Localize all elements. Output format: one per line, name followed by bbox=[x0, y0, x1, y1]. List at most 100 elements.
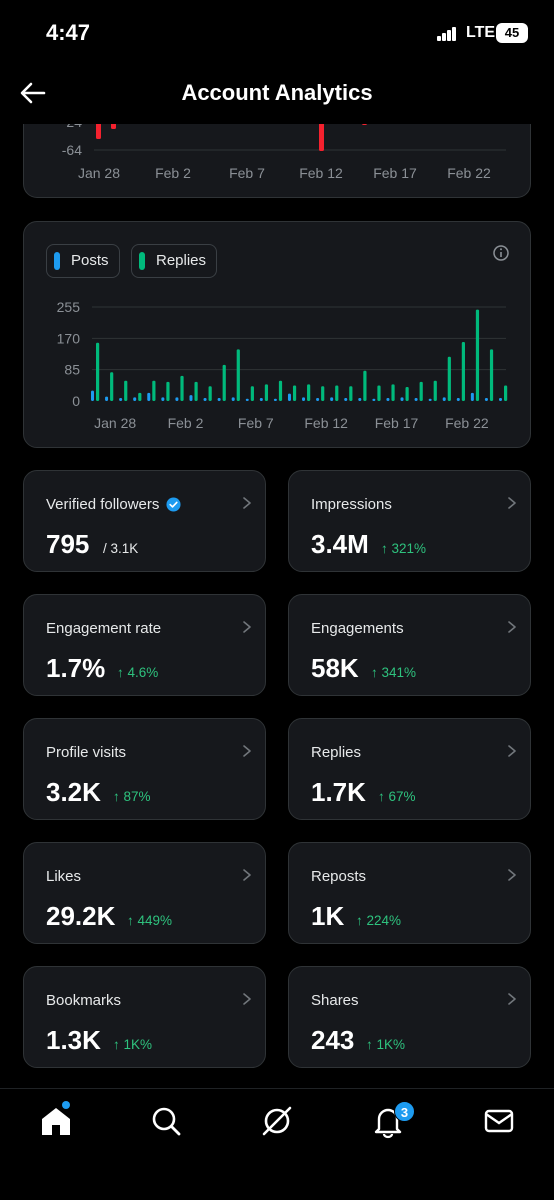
metric-card[interactable]: Engagement rate 1.7% ↑ 4.6% bbox=[23, 594, 266, 696]
back-arrow-icon[interactable] bbox=[18, 78, 48, 108]
x-tick-label: Feb 12 bbox=[299, 165, 343, 181]
posts-bar bbox=[386, 398, 390, 401]
metric-value: 1.7% bbox=[46, 653, 106, 683]
chevron-right-icon bbox=[243, 993, 251, 1005]
replies-bar bbox=[236, 349, 240, 401]
replies-bar bbox=[321, 386, 325, 401]
metric-label: Verified followers bbox=[46, 496, 160, 513]
home-icon[interactable] bbox=[38, 1103, 74, 1139]
metric-value: 29.2K bbox=[46, 901, 116, 931]
metric-change: ↑ 67% bbox=[378, 789, 416, 804]
posts-bar bbox=[484, 398, 488, 401]
posts-bar bbox=[161, 397, 165, 401]
metric-change: ↑ 224% bbox=[356, 913, 402, 928]
replies-bar bbox=[349, 386, 353, 401]
chevron-right-icon bbox=[508, 497, 516, 509]
metric-card[interactable]: Bookmarks 1.3K ↑ 1K% bbox=[23, 966, 266, 1068]
chevron-right-icon bbox=[243, 497, 251, 509]
chevron-right-icon bbox=[243, 869, 251, 881]
metric-card[interactable]: Likes 29.2K ↑ 449% bbox=[23, 842, 266, 944]
legend-posts-toggle[interactable]: Posts bbox=[46, 244, 120, 278]
posts-bar bbox=[189, 395, 193, 401]
replies-bar bbox=[363, 370, 367, 401]
net-chart: -24 -64 Jan 28 Feb 2 Feb 7 Feb 12 Feb 17… bbox=[62, 114, 506, 181]
metric-card[interactable]: Reposts 1K ↑ 224% bbox=[288, 842, 531, 944]
posts-bar bbox=[499, 398, 502, 401]
replies-bar bbox=[461, 342, 465, 401]
posts-bar bbox=[175, 397, 179, 401]
metric-card[interactable]: Engagements 58K ↑ 341% bbox=[288, 594, 531, 696]
posts-swatch bbox=[54, 252, 60, 270]
x-tick-label: Feb 7 bbox=[238, 415, 274, 431]
posts-bar bbox=[105, 396, 109, 401]
replies-bar bbox=[278, 380, 283, 401]
replies-bar bbox=[419, 381, 423, 401]
x-tick-label: Feb 7 bbox=[229, 165, 265, 181]
x-tick-label: Feb 17 bbox=[375, 415, 419, 431]
status-time: 4:47 bbox=[46, 20, 91, 45]
metric-label: Profile visits bbox=[46, 744, 127, 761]
legend-posts-label: Posts bbox=[71, 252, 109, 269]
legend-replies-label: Replies bbox=[156, 252, 207, 269]
posts-bar bbox=[133, 397, 137, 401]
replies-bar bbox=[208, 386, 212, 401]
replies-bar bbox=[124, 380, 128, 401]
metric-card[interactable]: Verified followers 795 / 3.1K bbox=[23, 470, 266, 572]
negative-bar bbox=[96, 122, 101, 139]
y-tick-label: 255 bbox=[57, 299, 81, 315]
metric-value: 3.4M bbox=[311, 529, 369, 559]
signal-icon bbox=[437, 27, 457, 41]
metric-card[interactable]: Replies 1.7K ↑ 67% bbox=[288, 718, 531, 820]
x-tick-label: Jan 28 bbox=[78, 165, 120, 181]
messages-envelope-icon[interactable] bbox=[481, 1103, 517, 1139]
replies-bar bbox=[152, 380, 156, 401]
chevron-right-icon bbox=[508, 993, 516, 1005]
notifications-badge: 3 bbox=[394, 1101, 415, 1122]
network-label: LTE bbox=[466, 24, 496, 41]
replies-bar bbox=[166, 381, 170, 401]
legend-replies-toggle[interactable]: Replies bbox=[131, 244, 218, 278]
info-icon[interactable] bbox=[492, 244, 510, 262]
metric-change: ↑ 1K% bbox=[113, 1037, 153, 1052]
chevron-right-icon bbox=[508, 621, 516, 633]
posts-replies-chart-card: Posts Replies 255 170 85 0 Jan 28 Feb 2 Feb 7 F… bbox=[23, 221, 531, 448]
metric-card[interactable]: Shares 243 ↑ 1K% bbox=[288, 966, 531, 1068]
metric-card[interactable]: Profile visits 3.2K ↑ 87% bbox=[23, 718, 266, 820]
metric-value: 795 bbox=[46, 529, 90, 559]
replies-bar bbox=[377, 385, 381, 401]
replies-bar bbox=[138, 392, 142, 401]
replies-bar bbox=[110, 372, 114, 401]
metric-value: 1.7K bbox=[311, 777, 366, 807]
notifications-bell-icon[interactable] bbox=[370, 1103, 406, 1139]
y-tick-label: 170 bbox=[57, 330, 81, 346]
posts-bar bbox=[344, 398, 348, 401]
metric-card[interactable]: Impressions 3.4M ↑ 321% bbox=[288, 470, 531, 572]
replies-bar bbox=[405, 386, 409, 401]
page-title: Account Analytics bbox=[181, 80, 373, 105]
grok-icon[interactable] bbox=[259, 1103, 295, 1139]
posts-bar bbox=[428, 398, 432, 401]
metric-label: Reposts bbox=[311, 868, 367, 885]
chevron-right-icon bbox=[508, 869, 516, 881]
metric-value: 3.2K bbox=[46, 777, 101, 807]
negative-bar bbox=[319, 122, 324, 151]
posts-bar bbox=[456, 398, 460, 401]
metric-change: ↑ 341% bbox=[371, 665, 417, 680]
posts-bar bbox=[147, 392, 151, 401]
replies-bar bbox=[180, 375, 184, 401]
posts-bar bbox=[442, 397, 446, 401]
search-icon[interactable] bbox=[148, 1103, 184, 1139]
replies-bar bbox=[433, 380, 437, 401]
replies-bar bbox=[264, 384, 269, 401]
metric-value: 1.3K bbox=[46, 1025, 101, 1055]
x-tick-label: Feb 17 bbox=[373, 165, 417, 181]
replies-bar bbox=[335, 385, 339, 401]
metric-value: 58K bbox=[311, 653, 359, 683]
metric-label: Bookmarks bbox=[46, 992, 122, 1009]
replies-swatch bbox=[139, 252, 145, 270]
y-tick-label: 0 bbox=[72, 393, 80, 409]
home-unread-dot bbox=[62, 1101, 70, 1109]
replies-bar bbox=[447, 356, 451, 401]
chevron-right-icon bbox=[243, 745, 251, 757]
replies-bar bbox=[250, 386, 254, 401]
